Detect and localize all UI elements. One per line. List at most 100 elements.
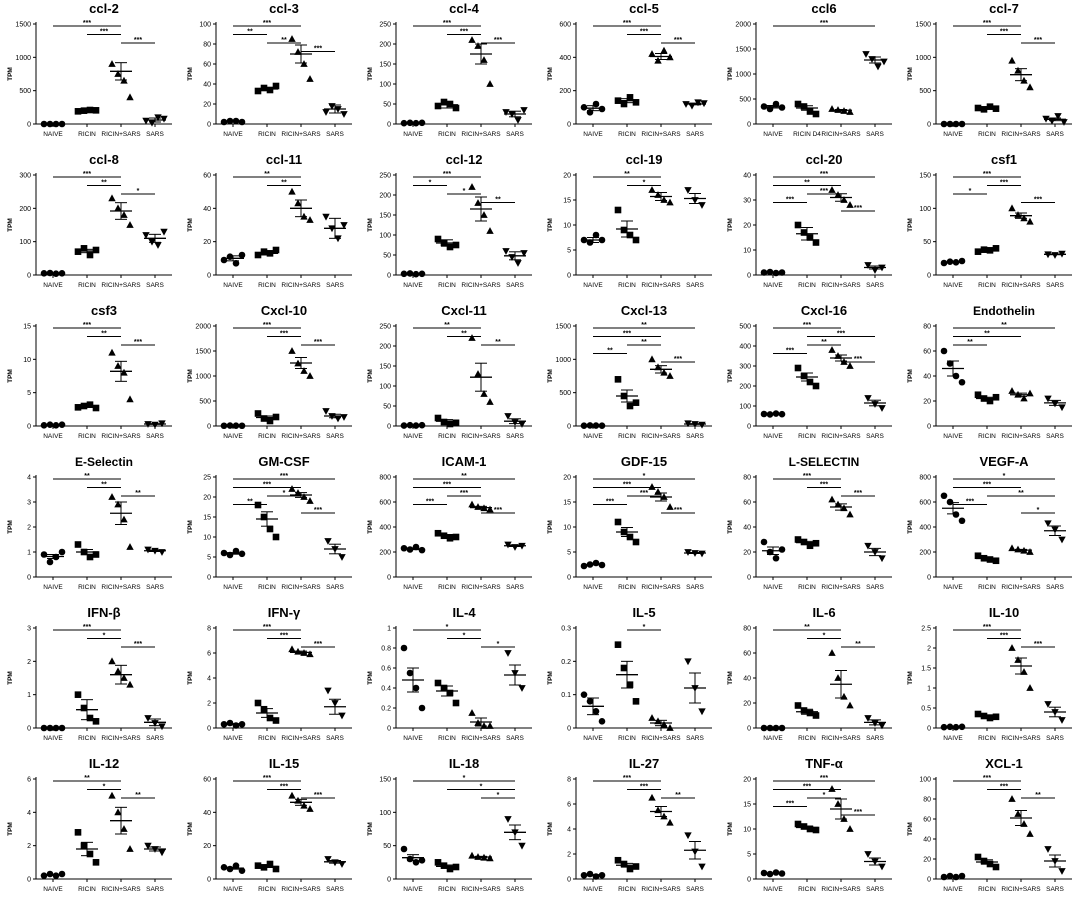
y-tick-label: 500 bbox=[559, 390, 571, 397]
x-tick-label: RICIN bbox=[78, 886, 96, 893]
significance-label: * bbox=[969, 188, 972, 195]
panel-title: ICAM-1 bbox=[442, 454, 487, 469]
y-tick-label: 1 bbox=[27, 692, 31, 699]
data-point bbox=[878, 405, 886, 412]
chart-svg: ccl-3 0 20 40 60 80 100 TPM NAIVE RICIN RICIN+SARS… bbox=[187, 1, 352, 138]
data-point bbox=[114, 667, 122, 675]
chart-svg: L-SELECTIN 0 20 40 60 80 TPM NAIVE RICIN RICIN+SA… bbox=[727, 455, 892, 591]
data-point bbox=[306, 216, 314, 223]
data-point bbox=[306, 372, 314, 379]
x-tick-label: RICIN+SARS bbox=[1001, 886, 1041, 893]
x-tick-label: RICIN+SARS bbox=[101, 282, 141, 289]
chart-svg: ccl-11 0 20 40 60 TPM NAIVE RICIN RICIN+SARS SARS… bbox=[187, 152, 352, 289]
data-point bbox=[684, 832, 692, 840]
data-point bbox=[154, 242, 162, 249]
x-tick-label: RICIN bbox=[438, 735, 456, 742]
significance-label: ** bbox=[101, 330, 107, 337]
data-point bbox=[806, 234, 814, 241]
x-tick-label: NAIVE bbox=[43, 886, 63, 893]
data-point bbox=[828, 186, 836, 193]
data-point bbox=[992, 713, 1000, 721]
y-tick-label: 1 bbox=[27, 550, 31, 557]
data-point bbox=[266, 860, 274, 868]
data-point bbox=[502, 109, 510, 116]
y-tick-label: 400 bbox=[919, 525, 931, 532]
data-point bbox=[446, 865, 454, 873]
data-point bbox=[654, 363, 662, 371]
x-tick-label: RICIN+SARS bbox=[641, 584, 681, 591]
y-tick-label: 0 bbox=[27, 877, 31, 884]
data-point bbox=[74, 541, 82, 548]
x-tick-label: SARS bbox=[326, 131, 344, 138]
panel-title: csf3 bbox=[91, 303, 117, 318]
data-point bbox=[46, 558, 54, 566]
data-point bbox=[828, 495, 836, 503]
significance-label: * bbox=[1003, 473, 1006, 480]
data-point bbox=[452, 104, 460, 112]
panel-title: ccl-12 bbox=[446, 152, 483, 167]
y-tick-label: 10 bbox=[203, 535, 211, 542]
data-point bbox=[468, 334, 476, 341]
data-point bbox=[120, 674, 128, 681]
chart-panel: IL-6 0 20 40 60 80 TPM NAIVE RICIN RICIN+SARS SARS… bbox=[720, 604, 900, 754]
data-point bbox=[520, 107, 528, 114]
x-tick-label: NAIVE bbox=[583, 735, 603, 742]
y-tick-label: 1000 bbox=[15, 55, 31, 62]
data-point bbox=[418, 857, 426, 864]
significance-label: ** bbox=[495, 339, 501, 346]
data-point bbox=[502, 248, 510, 255]
significance-label: *** bbox=[820, 188, 828, 195]
data-point bbox=[834, 800, 842, 807]
data-point bbox=[468, 500, 476, 508]
y-axis-label: TPM bbox=[7, 218, 14, 232]
chart-svg: ccl-20 0 10 20 30 40 TPM NAIVE RICIN RICIN+SARS SA… bbox=[727, 152, 892, 289]
y-tick-label: 0 bbox=[387, 273, 391, 280]
chart-svg: GM-CSF 0 5 10 15 20 25 TPM NAIVE RICIN RICIN+SARS S… bbox=[187, 454, 352, 591]
x-tick-label: SARS bbox=[866, 584, 884, 591]
y-tick-label: 0 bbox=[927, 122, 931, 129]
y-tick-label: 0 bbox=[207, 726, 211, 733]
y-tick-label: 8 bbox=[567, 777, 571, 784]
x-tick-label: NAIVE bbox=[583, 433, 603, 440]
significance-label: *** bbox=[134, 37, 142, 44]
data-point bbox=[74, 404, 82, 411]
y-tick-label: 10 bbox=[23, 357, 31, 364]
data-point bbox=[232, 260, 240, 267]
significance-label: *** bbox=[983, 624, 991, 631]
x-tick-label: RICIN bbox=[78, 584, 96, 591]
y-tick-label: 60 bbox=[743, 651, 751, 658]
data-point bbox=[592, 231, 600, 239]
data-point bbox=[108, 60, 116, 67]
x-tick-label: SARS bbox=[506, 886, 524, 893]
y-tick-label: 0 bbox=[747, 575, 751, 582]
significance-label: *** bbox=[280, 330, 288, 337]
y-tick-label: 0 bbox=[927, 877, 931, 884]
y-tick-label: 200 bbox=[379, 42, 391, 49]
data-point bbox=[812, 239, 820, 246]
significance-label: ** bbox=[804, 179, 810, 186]
y-axis-label: TPM bbox=[367, 822, 374, 836]
chart-panel: csf1 0 50 100 150 TPM NAIVE RICIN RICIN+SARS SARS… bbox=[900, 151, 1080, 301]
data-point bbox=[254, 699, 262, 707]
x-tick-label: NAIVE bbox=[943, 131, 963, 138]
y-tick-label: 200 bbox=[379, 550, 391, 557]
y-tick-label: 10 bbox=[563, 525, 571, 532]
data-point bbox=[614, 856, 622, 864]
data-point bbox=[800, 372, 808, 380]
data-point bbox=[86, 251, 94, 259]
panel-title: GM-CSF bbox=[258, 454, 309, 469]
significance-label: *** bbox=[640, 490, 648, 497]
significance-label: *** bbox=[623, 20, 631, 27]
data-point bbox=[974, 248, 982, 255]
y-tick-label: 100 bbox=[379, 810, 391, 817]
significance-label: *** bbox=[280, 632, 288, 639]
y-tick-label: 400 bbox=[559, 55, 571, 62]
significance-label: ** bbox=[281, 179, 287, 186]
significance-label: *** bbox=[426, 498, 434, 505]
y-axis-label: TPM bbox=[907, 822, 914, 836]
y-tick-label: 40 bbox=[203, 82, 211, 89]
panel-title: csf1 bbox=[991, 152, 1017, 167]
y-tick-label: 1 bbox=[387, 626, 391, 633]
data-point bbox=[1026, 217, 1034, 225]
